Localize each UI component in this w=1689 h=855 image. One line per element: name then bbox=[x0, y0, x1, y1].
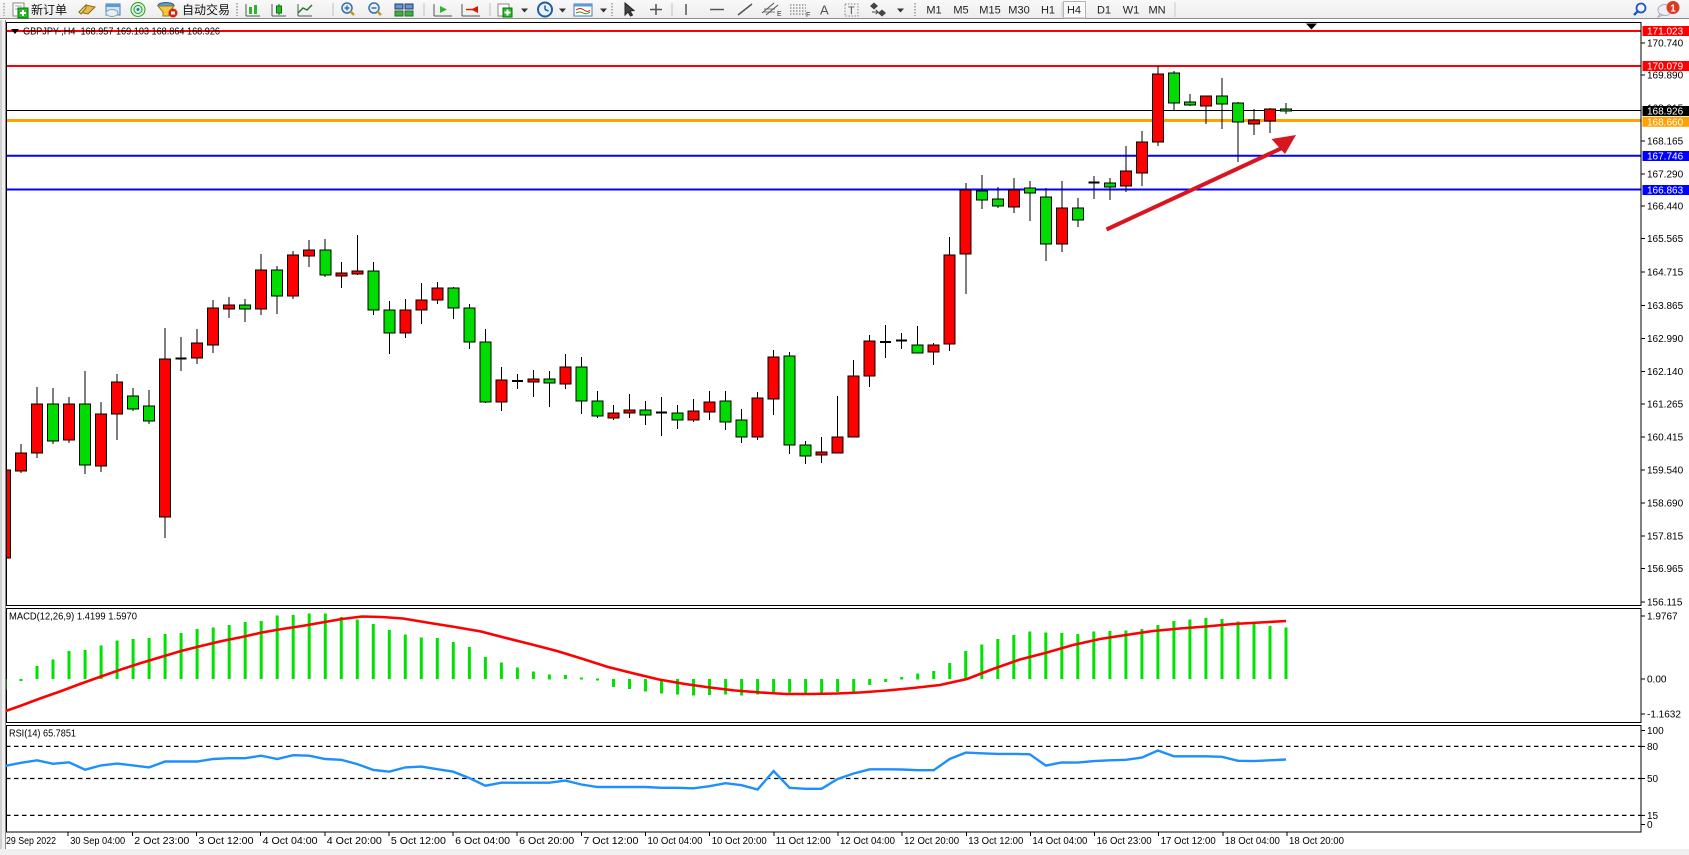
svg-text:163.865: 163.865 bbox=[1647, 301, 1684, 312]
svg-text:10 Oct 04:00: 10 Oct 04:00 bbox=[648, 836, 703, 847]
svg-text:170.079: 170.079 bbox=[1647, 62, 1684, 73]
svg-text:158.690: 158.690 bbox=[1647, 499, 1684, 510]
svg-text:170.740: 170.740 bbox=[1647, 39, 1684, 50]
svg-text:2 Oct 23:00: 2 Oct 23:00 bbox=[134, 836, 189, 847]
svg-text:6 Oct 20:00: 6 Oct 20:00 bbox=[519, 836, 574, 847]
svg-text:T: T bbox=[848, 5, 855, 17]
svg-text:H1: H1 bbox=[1041, 5, 1055, 17]
svg-text:D1: D1 bbox=[1097, 5, 1111, 17]
svg-text:10 Oct 20:00: 10 Oct 20:00 bbox=[712, 836, 767, 847]
svg-text:156.965: 156.965 bbox=[1647, 564, 1684, 575]
svg-text:156.115: 156.115 bbox=[1647, 598, 1683, 609]
svg-text:F: F bbox=[806, 12, 810, 19]
svg-text:12 Oct 20:00: 12 Oct 20:00 bbox=[904, 836, 959, 847]
svg-text:自动交易: 自动交易 bbox=[182, 2, 230, 17]
svg-text:171.023: 171.023 bbox=[1647, 27, 1684, 38]
svg-text:M15: M15 bbox=[979, 5, 1000, 17]
svg-text:W1: W1 bbox=[1123, 5, 1140, 17]
svg-text:3 Oct 12:00: 3 Oct 12:00 bbox=[199, 836, 254, 847]
svg-text:161.265: 161.265 bbox=[1647, 400, 1684, 411]
svg-text:17 Oct 12:00: 17 Oct 12:00 bbox=[1161, 836, 1216, 847]
svg-text:11 Oct 12:00: 11 Oct 12:00 bbox=[776, 836, 831, 847]
svg-text:162.140: 162.140 bbox=[1647, 367, 1684, 378]
svg-text:18 Oct 04:00: 18 Oct 04:00 bbox=[1225, 836, 1280, 847]
svg-text:168.660: 168.660 bbox=[1647, 117, 1684, 128]
svg-text:1: 1 bbox=[1670, 4, 1676, 15]
svg-text:167.746: 167.746 bbox=[1647, 152, 1684, 163]
svg-text:157.815: 157.815 bbox=[1647, 532, 1684, 543]
svg-text:5 Oct 12:00: 5 Oct 12:00 bbox=[391, 836, 446, 847]
svg-text:159.540: 159.540 bbox=[1647, 466, 1684, 477]
svg-text:14 Oct 04:00: 14 Oct 04:00 bbox=[1032, 836, 1087, 847]
svg-text:50: 50 bbox=[1647, 774, 1659, 785]
svg-text:0.00: 0.00 bbox=[1647, 675, 1667, 686]
svg-text:160.415: 160.415 bbox=[1647, 433, 1684, 444]
svg-text:29 Sep 2022: 29 Sep 2022 bbox=[6, 836, 56, 847]
svg-text:168.926: 168.926 bbox=[1647, 107, 1684, 118]
svg-text:0: 0 bbox=[1647, 820, 1653, 831]
svg-text:16 Oct 23:00: 16 Oct 23:00 bbox=[1097, 836, 1152, 847]
svg-text:100: 100 bbox=[1647, 726, 1664, 737]
svg-text:166.440: 166.440 bbox=[1647, 202, 1684, 213]
svg-text:4 Oct 20:00: 4 Oct 20:00 bbox=[327, 836, 382, 847]
svg-text:80: 80 bbox=[1647, 742, 1659, 753]
svg-text:168.165: 168.165 bbox=[1647, 137, 1684, 148]
svg-text:15: 15 bbox=[1647, 811, 1659, 822]
svg-text:-1.1632: -1.1632 bbox=[1647, 710, 1681, 721]
svg-text:新订单: 新订单 bbox=[31, 2, 67, 17]
svg-text:1.9767: 1.9767 bbox=[1647, 612, 1678, 623]
svg-text:6 Oct 04:00: 6 Oct 04:00 bbox=[455, 836, 510, 847]
svg-text:30 Sep 04:00: 30 Sep 04:00 bbox=[70, 836, 125, 847]
svg-text:H4: H4 bbox=[1067, 5, 1081, 17]
svg-text:166.863: 166.863 bbox=[1647, 186, 1684, 197]
svg-text:167.290: 167.290 bbox=[1647, 170, 1684, 181]
svg-text:M1: M1 bbox=[926, 5, 941, 17]
svg-text:13 Oct 12:00: 13 Oct 12:00 bbox=[968, 836, 1023, 847]
svg-text:7 Oct 12:00: 7 Oct 12:00 bbox=[583, 836, 638, 847]
svg-text:GBPJPY-,H4 168.957 169.103 16: GBPJPY-,H4 168.957 169.103 168.864 168.9… bbox=[23, 26, 220, 38]
svg-text:169.890: 169.890 bbox=[1647, 71, 1684, 82]
svg-text:165.565: 165.565 bbox=[1647, 234, 1684, 245]
svg-text:M30: M30 bbox=[1008, 5, 1029, 17]
svg-text:RSI(14) 65.7851: RSI(14) 65.7851 bbox=[9, 728, 76, 740]
svg-text:18 Oct 20:00: 18 Oct 20:00 bbox=[1289, 836, 1344, 847]
svg-text:MN: MN bbox=[1148, 5, 1165, 17]
svg-text:E: E bbox=[777, 11, 782, 18]
svg-text:162.990: 162.990 bbox=[1647, 334, 1684, 345]
svg-text:MACD(12,26,9) 1.4199 1.5970: MACD(12,26,9) 1.4199 1.5970 bbox=[9, 611, 137, 623]
svg-text:A: A bbox=[820, 3, 829, 18]
svg-text:M5: M5 bbox=[953, 5, 968, 17]
svg-text:4 Oct 04:00: 4 Oct 04:00 bbox=[263, 836, 318, 847]
svg-text:12 Oct 04:00: 12 Oct 04:00 bbox=[840, 836, 895, 847]
svg-text:164.715: 164.715 bbox=[1647, 268, 1684, 279]
